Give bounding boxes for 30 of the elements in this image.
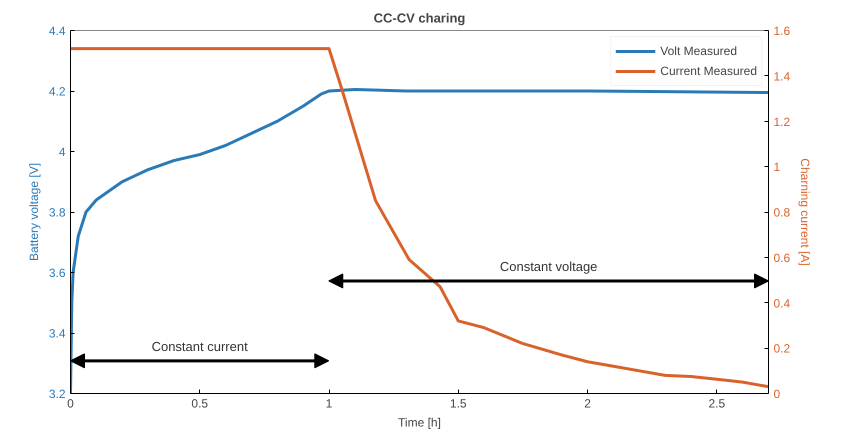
annotation: Constant voltage — [500, 258, 598, 274]
legend-label: Current Measured — [660, 64, 757, 78]
y2-tick-label: 1 — [774, 160, 780, 174]
legend-label: Volt Measured — [660, 44, 737, 58]
y2-tick-label: 1.2 — [774, 114, 791, 129]
y2-tick-label: 1.6 — [774, 24, 791, 38]
y-tick-label: 3.2 — [48, 387, 66, 401]
y2-tick-label: 0.8 — [774, 206, 791, 220]
y-tick-label: 4 — [58, 145, 66, 159]
x-tick-label: 2 — [584, 396, 592, 410]
y-tick-label: 3.6 — [48, 266, 66, 280]
y-tick-label: 4.4 — [48, 24, 66, 38]
y2-tick-label: 0 — [774, 387, 780, 401]
y2-tick-label: 0.6 — [774, 250, 791, 265]
x-tick-label: 1 — [326, 396, 333, 410]
x-tick-label: 0.5 — [191, 396, 208, 410]
y-axis-title: Battery voltage [V] — [26, 162, 41, 262]
x-tick-label: 2.5 — [708, 396, 726, 410]
x-tick-label: 0 — [67, 396, 74, 410]
x-tick-label: 1.5 — [450, 396, 467, 410]
annotation: Constant current — [152, 338, 248, 354]
x-axis-title: Time [h] — [398, 416, 441, 430]
y2-tick-label: 1.4 — [774, 69, 791, 84]
y2-axis-title: Charning current [A] — [798, 158, 812, 266]
y-tick-label: 4.2 — [48, 84, 66, 98]
chart-title: CC-CV charing — [374, 10, 466, 26]
y-tick-label: 3.4 — [48, 326, 66, 340]
y-tick-label: 3.8 — [48, 206, 66, 220]
y2-tick-label: 0.2 — [774, 342, 791, 356]
y2-tick-label: 0.4 — [774, 296, 791, 310]
